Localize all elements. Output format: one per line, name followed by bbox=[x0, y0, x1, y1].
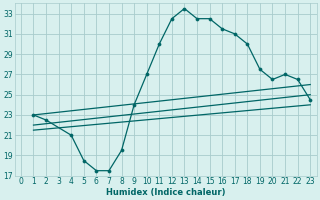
X-axis label: Humidex (Indice chaleur): Humidex (Indice chaleur) bbox=[106, 188, 225, 197]
